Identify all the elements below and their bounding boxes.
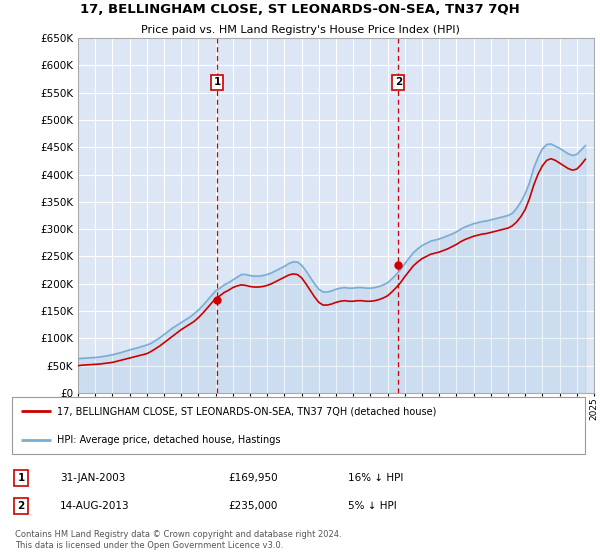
Text: Price paid vs. HM Land Registry's House Price Index (HPI): Price paid vs. HM Land Registry's House … [140,25,460,35]
Text: 17, BELLINGHAM CLOSE, ST LEONARDS-ON-SEA, TN37 7QH: 17, BELLINGHAM CLOSE, ST LEONARDS-ON-SEA… [80,3,520,16]
Text: 2: 2 [17,501,25,511]
Text: £235,000: £235,000 [228,501,277,511]
Text: HPI: Average price, detached house, Hastings: HPI: Average price, detached house, Hast… [57,435,281,445]
Text: 16% ↓ HPI: 16% ↓ HPI [348,473,403,483]
Text: 17, BELLINGHAM CLOSE, ST LEONARDS-ON-SEA, TN37 7QH (detached house): 17, BELLINGHAM CLOSE, ST LEONARDS-ON-SEA… [57,406,436,416]
Text: 1: 1 [17,473,25,483]
Text: 14-AUG-2013: 14-AUG-2013 [60,501,130,511]
Text: 1: 1 [214,77,221,87]
Text: 5% ↓ HPI: 5% ↓ HPI [348,501,397,511]
Text: Contains HM Land Registry data © Crown copyright and database right 2024.
This d: Contains HM Land Registry data © Crown c… [15,530,341,550]
Text: 31-JAN-2003: 31-JAN-2003 [60,473,125,483]
Text: £169,950: £169,950 [228,473,278,483]
Text: 2: 2 [395,77,402,87]
FancyBboxPatch shape [12,397,585,454]
